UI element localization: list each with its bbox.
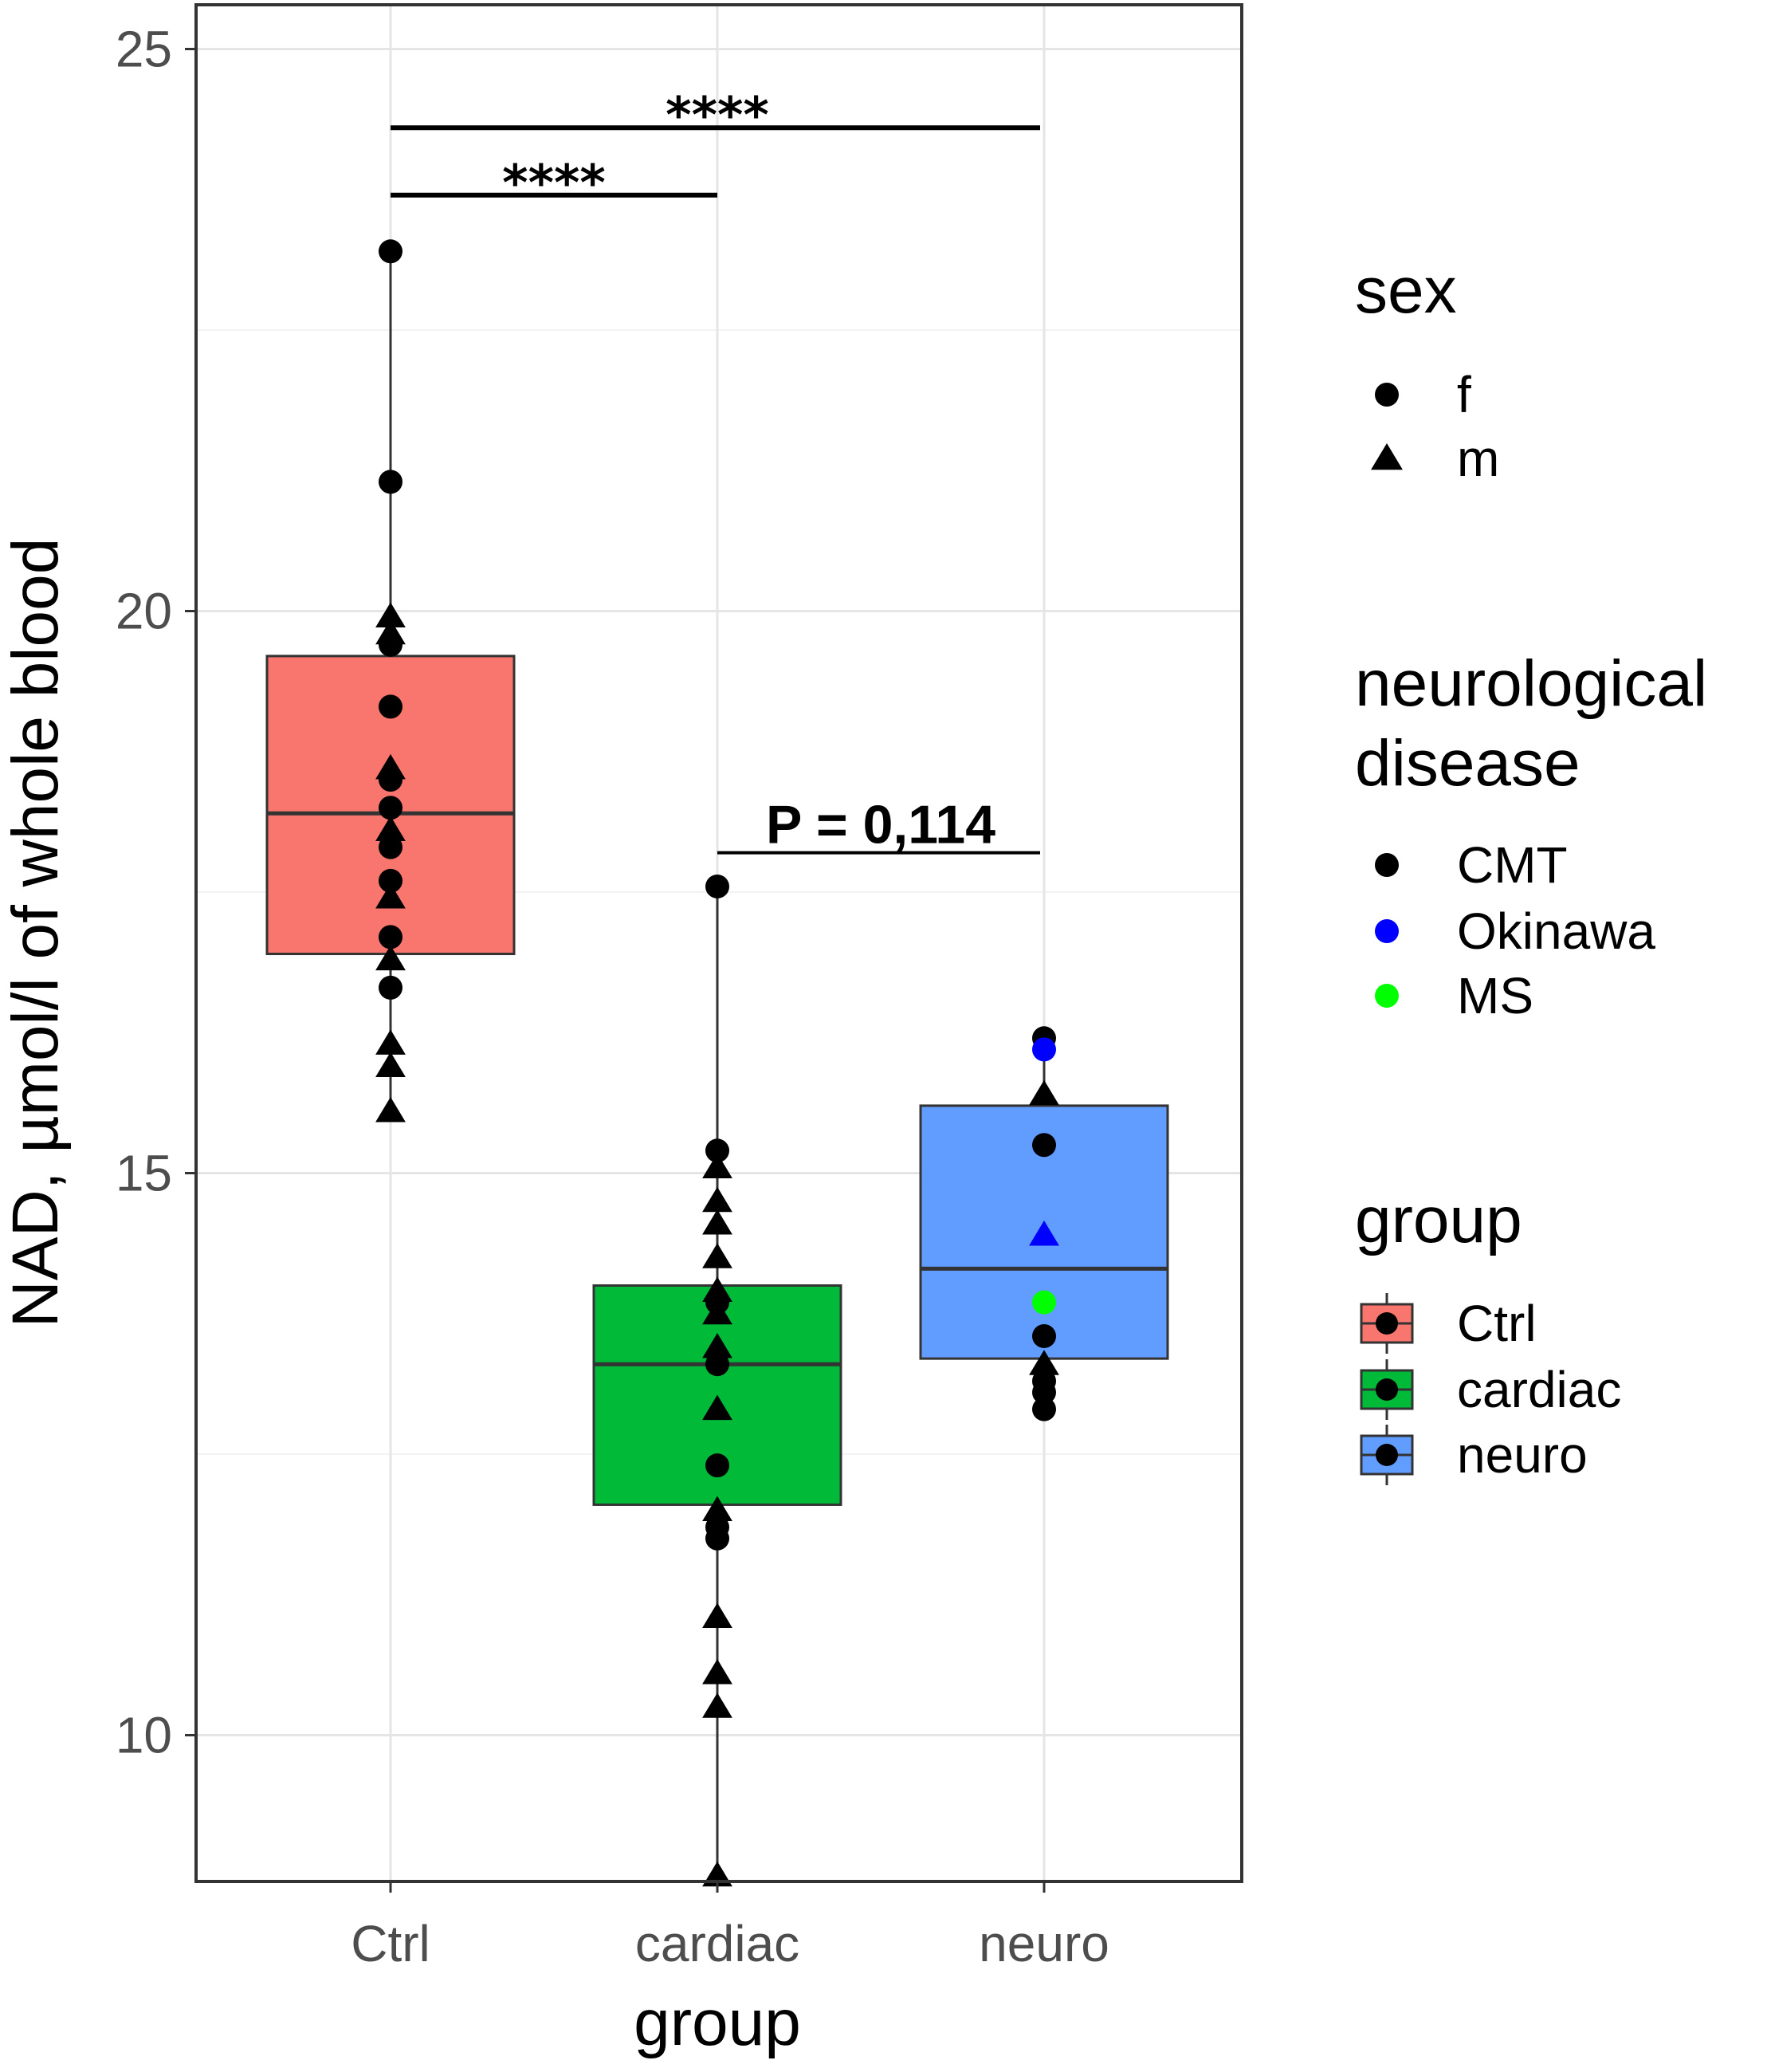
x-axis-title: group bbox=[634, 1987, 801, 2059]
data-point-f bbox=[1032, 1290, 1056, 1315]
significance-bracket: P = 0,114 bbox=[717, 795, 1040, 855]
data-point-m bbox=[1029, 1221, 1059, 1246]
data-point-m bbox=[702, 1243, 732, 1268]
legend-title: disease bbox=[1355, 727, 1580, 800]
significance-annotations: **** **** P = 0,114 bbox=[391, 86, 1040, 855]
data-point-f bbox=[1032, 1380, 1056, 1405]
data-point-m bbox=[702, 1658, 732, 1685]
significance-bracket: **** bbox=[391, 154, 717, 212]
data-point-m bbox=[375, 1052, 406, 1078]
data-point-m bbox=[702, 1602, 732, 1628]
data-point-f bbox=[1032, 1037, 1056, 1062]
data-point-f bbox=[379, 632, 402, 657]
data-point-m bbox=[702, 1209, 732, 1235]
data-point-f bbox=[379, 868, 402, 893]
data-point-f bbox=[379, 975, 402, 1000]
data-point-m bbox=[702, 1394, 732, 1421]
data-points bbox=[375, 239, 1059, 1887]
y-tick-label: 20 bbox=[116, 583, 172, 640]
y-tick-label: 10 bbox=[116, 1707, 172, 1764]
significance-label: **** bbox=[502, 154, 606, 212]
legend-key-box bbox=[1360, 1359, 1414, 1420]
x-tick-label: neuro bbox=[979, 1915, 1109, 1972]
legend-label: neuro bbox=[1457, 1426, 1588, 1484]
legend-key-dot bbox=[1376, 1444, 1398, 1466]
significance-bracket: **** bbox=[391, 86, 1040, 144]
data-point-f bbox=[379, 835, 402, 859]
data-point-m bbox=[702, 1333, 732, 1358]
legend-title: neurological bbox=[1355, 647, 1707, 720]
data-point-m bbox=[702, 1153, 732, 1178]
legend-label: CMT bbox=[1457, 836, 1568, 894]
data-point-m bbox=[1029, 1079, 1059, 1106]
data-point-m bbox=[375, 1029, 406, 1055]
data-point-m bbox=[375, 883, 406, 909]
significance-label: P = 0,114 bbox=[766, 795, 995, 855]
data-point-f bbox=[1032, 1323, 1056, 1348]
y-tick-label: 25 bbox=[116, 21, 172, 78]
legend-title: sex bbox=[1355, 254, 1457, 327]
legend-label: f bbox=[1457, 366, 1471, 423]
legend-key-dot bbox=[1375, 919, 1399, 943]
plot-panel-border bbox=[194, 3, 1243, 1883]
data-point-f bbox=[705, 1352, 729, 1377]
legend-title: group bbox=[1355, 1184, 1522, 1256]
data-point-m bbox=[1029, 1350, 1059, 1375]
data-point-m bbox=[702, 1186, 732, 1213]
legend-label: Ctrl bbox=[1457, 1295, 1537, 1352]
legend-key-dot bbox=[1376, 1312, 1398, 1335]
data-point-f bbox=[379, 470, 402, 494]
data-point-f bbox=[705, 1453, 729, 1478]
significance-label: **** bbox=[666, 86, 769, 144]
legend-group: group Ctrl cardiac neuro bbox=[1355, 1184, 1621, 1485]
legend-key-box bbox=[1360, 1293, 1414, 1354]
data-point-f bbox=[379, 694, 402, 719]
y-axis: 10 15 20 25 bbox=[116, 21, 196, 1764]
data-point-f bbox=[1032, 1397, 1056, 1421]
data-point-m bbox=[702, 1496, 732, 1521]
data-point-f bbox=[705, 874, 729, 898]
data-point-f bbox=[705, 1526, 729, 1551]
x-axis: Ctrl cardiac neuro bbox=[351, 1881, 1109, 1972]
data-point-f bbox=[379, 239, 402, 264]
data-point-m bbox=[702, 1299, 732, 1325]
legend-key-dot bbox=[1375, 853, 1399, 877]
legend-label: Okinawa bbox=[1457, 902, 1655, 960]
legend-key-triangle bbox=[1371, 443, 1403, 470]
data-point-m bbox=[375, 816, 406, 841]
data-point-m bbox=[375, 945, 406, 971]
data-point-f bbox=[705, 1138, 729, 1163]
legend-label: m bbox=[1457, 430, 1499, 487]
data-point-f bbox=[379, 925, 402, 950]
legend-key-circle bbox=[1375, 383, 1399, 407]
legend-key-dot bbox=[1375, 984, 1399, 1008]
x-tick-label: Ctrl bbox=[351, 1915, 430, 1972]
legend-label: MS bbox=[1457, 967, 1533, 1024]
data-point-f bbox=[379, 796, 402, 820]
legend-label: cardiac bbox=[1457, 1361, 1621, 1418]
legend-key-box bbox=[1360, 1425, 1414, 1485]
data-point-f bbox=[379, 768, 402, 792]
data-point-f bbox=[1032, 1133, 1056, 1158]
legend-key-dot bbox=[1376, 1378, 1398, 1401]
x-tick-label: cardiac bbox=[635, 1915, 799, 1972]
data-point-m bbox=[702, 1693, 732, 1718]
y-axis-title: NAD, µmol/l of whole blood bbox=[0, 538, 72, 1328]
data-point-m bbox=[375, 602, 406, 628]
y-tick-label: 15 bbox=[116, 1145, 172, 1202]
data-point-m bbox=[375, 1096, 406, 1122]
